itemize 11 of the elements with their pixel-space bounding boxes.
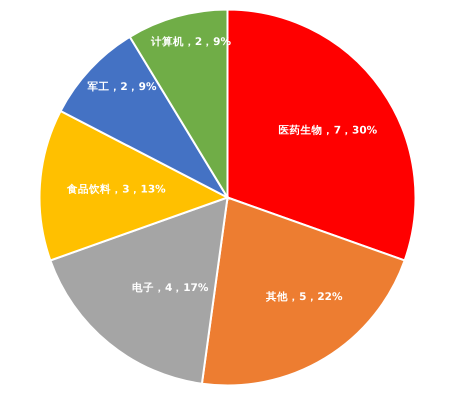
- data-label: ，4，17%: [154, 282, 209, 294]
- slice-label: 食品饮料: [66, 182, 112, 196]
- data-label: ，2，9%: [109, 81, 157, 94]
- slice-label: 军工: [87, 81, 110, 94]
- data-label: ，5，22%: [288, 291, 343, 304]
- slice-label: 计算机: [150, 34, 184, 48]
- slice-label: 其他: [265, 290, 290, 304]
- slice-label: 医药生物: [278, 123, 323, 136]
- data-label: ，7，30%: [322, 124, 378, 136]
- slice-label: 电子: [132, 280, 154, 294]
- data-label: ，3，13%: [111, 184, 166, 196]
